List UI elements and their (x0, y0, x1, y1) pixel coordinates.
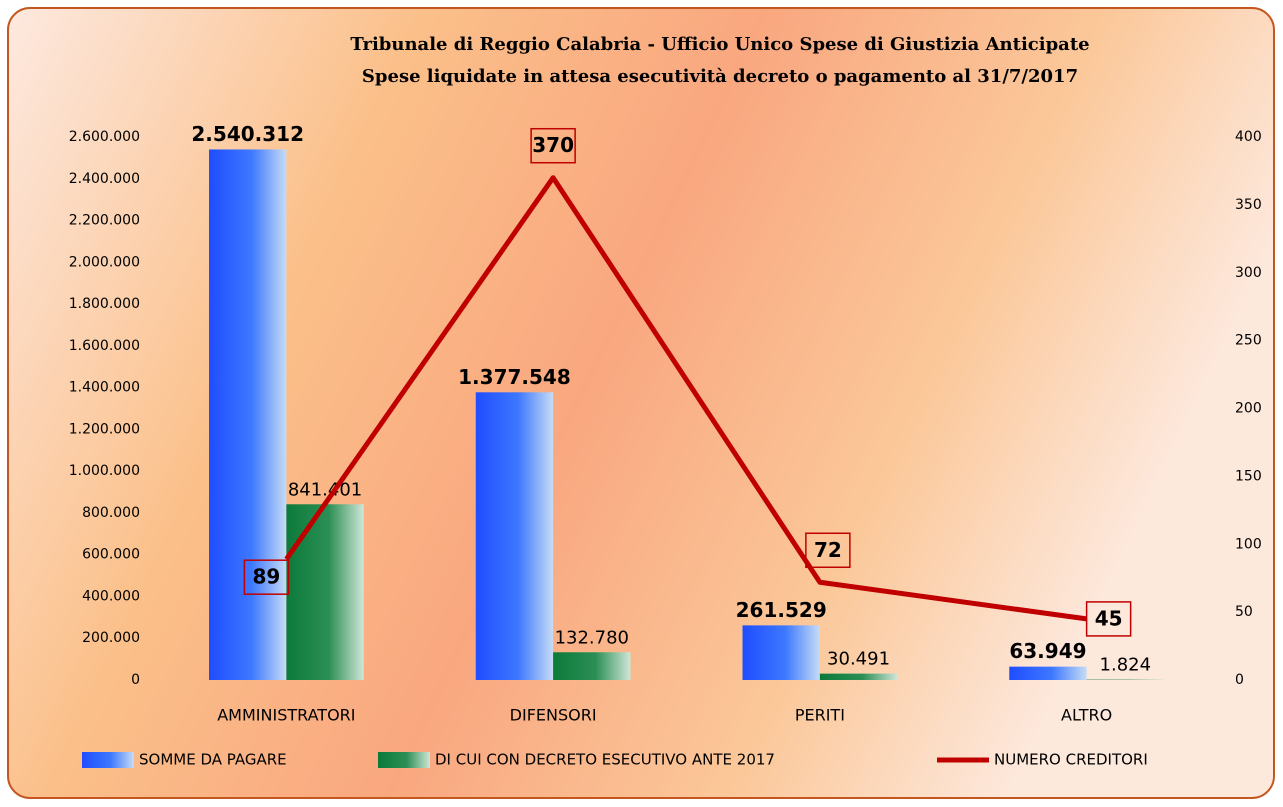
data-label: 2.540.312 (191, 122, 304, 146)
bar (742, 625, 820, 680)
bar (286, 504, 364, 680)
data-label: 261.529 (736, 598, 827, 622)
data-label: 132.780 (555, 627, 629, 648)
data-label-box (1085, 601, 1132, 637)
chart-title: Tribunale di Reggio Calabria - Ufficio U… (350, 34, 1089, 55)
data-label-box (530, 127, 576, 164)
data-label: 72 (814, 538, 842, 562)
legend-swatch (378, 752, 430, 768)
bar (475, 392, 554, 680)
y-tick-label: 1.800.000 (69, 296, 140, 312)
y-tick-label: 800.000 (82, 505, 140, 521)
y-tick-label: 1.400.000 (69, 380, 140, 396)
y-tick-label: 2.400.000 (69, 171, 140, 187)
bar (553, 652, 631, 680)
y-tick-label: 0 (131, 672, 140, 688)
bar (819, 673, 898, 680)
x-tick-label: DIFENSORI (510, 706, 597, 725)
data-label: 63.949 (1009, 639, 1086, 663)
data-label: 1.824 (1100, 655, 1152, 676)
line (284, 175, 1087, 622)
y-tick-label: 1.000.000 (69, 463, 140, 479)
y2-tick-label: 250 (1235, 333, 1262, 349)
legend-label: DI CUI CON DECRETO ESECUTIVO ANTE 2017 (435, 751, 775, 769)
y-tick-label: 2.600.000 (69, 129, 140, 145)
data-label-box (243, 559, 290, 595)
y2-tick-label: 350 (1235, 197, 1262, 213)
y2-tick-label: 150 (1235, 468, 1262, 484)
data-label: 370 (532, 133, 574, 157)
data-label: 89 (252, 565, 280, 589)
legend-label: NUMERO CREDITORI (994, 751, 1148, 769)
data-label: 841.401 (288, 479, 362, 500)
bar (209, 149, 287, 681)
y-tick-label: 200.000 (82, 630, 140, 646)
legend-label: SOMME DA PAGARE (139, 751, 287, 769)
y2-tick-label: 0 (1235, 672, 1244, 688)
y2-tick-label: 50 (1235, 604, 1253, 620)
data-label: 1.377.548 (458, 365, 571, 389)
y-tick-label: 2.000.000 (69, 254, 140, 270)
y-tick-label: 1.600.000 (69, 338, 140, 354)
x-tick-label: PERITI (795, 706, 845, 725)
y-tick-label: 1.200.000 (69, 421, 140, 437)
y2-tick-label: 400 (1235, 129, 1262, 145)
data-label: 30.491 (827, 649, 890, 670)
y2-tick-label: 200 (1235, 401, 1262, 417)
y-tick-label: 2.200.000 (69, 213, 140, 229)
bar (1009, 666, 1087, 680)
y-tick-label: 600.000 (82, 547, 140, 563)
data-label-box (805, 532, 851, 569)
legend-swatch (82, 752, 134, 768)
data-label: 45 (1095, 606, 1123, 630)
y-tick-label: 400.000 (82, 588, 140, 604)
y2-tick-label: 300 (1235, 265, 1262, 281)
x-tick-label: ALTRO (1061, 706, 1112, 725)
x-tick-label: AMMINISTRATORI (217, 706, 355, 725)
y2-tick-label: 100 (1235, 536, 1262, 552)
chart-subtitle: Spese liquidate in attesa esecutività de… (362, 66, 1078, 87)
